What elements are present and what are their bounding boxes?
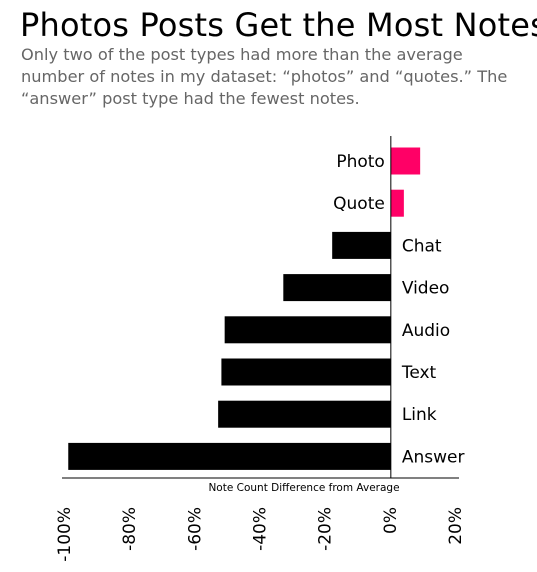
bar-chat [332, 231, 391, 259]
bar-video [283, 274, 391, 302]
bar-answer [68, 442, 391, 470]
bar-audio [224, 316, 391, 344]
bars-group [68, 147, 421, 470]
bar-text [221, 358, 391, 386]
x-tick-label: -20% [316, 507, 336, 551]
x-tick-label: -40% [251, 507, 271, 551]
bar-photo [390, 147, 421, 175]
x-axis-label: Note Count Difference from Average [208, 482, 399, 494]
x-tick-label: 0% [381, 507, 401, 534]
bar-quote [390, 189, 404, 217]
x-tick-label: -100% [55, 507, 75, 562]
x-tick-label: -80% [120, 507, 140, 551]
chart-title: Photos Posts Get the Most Notes [20, 6, 537, 44]
chart-subtitle: Only two of the post types had more than… [21, 45, 508, 108]
x-tick-labels-group: -100% -80% -60% -40% -20% 0% 20% [55, 507, 466, 562]
category-label-audio: Audio [402, 321, 450, 341]
bar-link [218, 400, 391, 428]
category-label-answer: Answer [402, 447, 465, 467]
category-label-video: Video [402, 279, 450, 299]
category-label-quote: Quote [333, 194, 385, 214]
x-tick-label: 20% [446, 507, 466, 545]
x-tick-label: -60% [185, 507, 205, 551]
category-label-photo: Photo [336, 152, 385, 172]
category-label-text: Text [401, 363, 437, 383]
category-labels-group: Photo Quote Chat Video Audio Text Link Answer [333, 152, 464, 467]
category-label-chat: Chat [402, 236, 442, 256]
category-label-link: Link [402, 405, 437, 425]
